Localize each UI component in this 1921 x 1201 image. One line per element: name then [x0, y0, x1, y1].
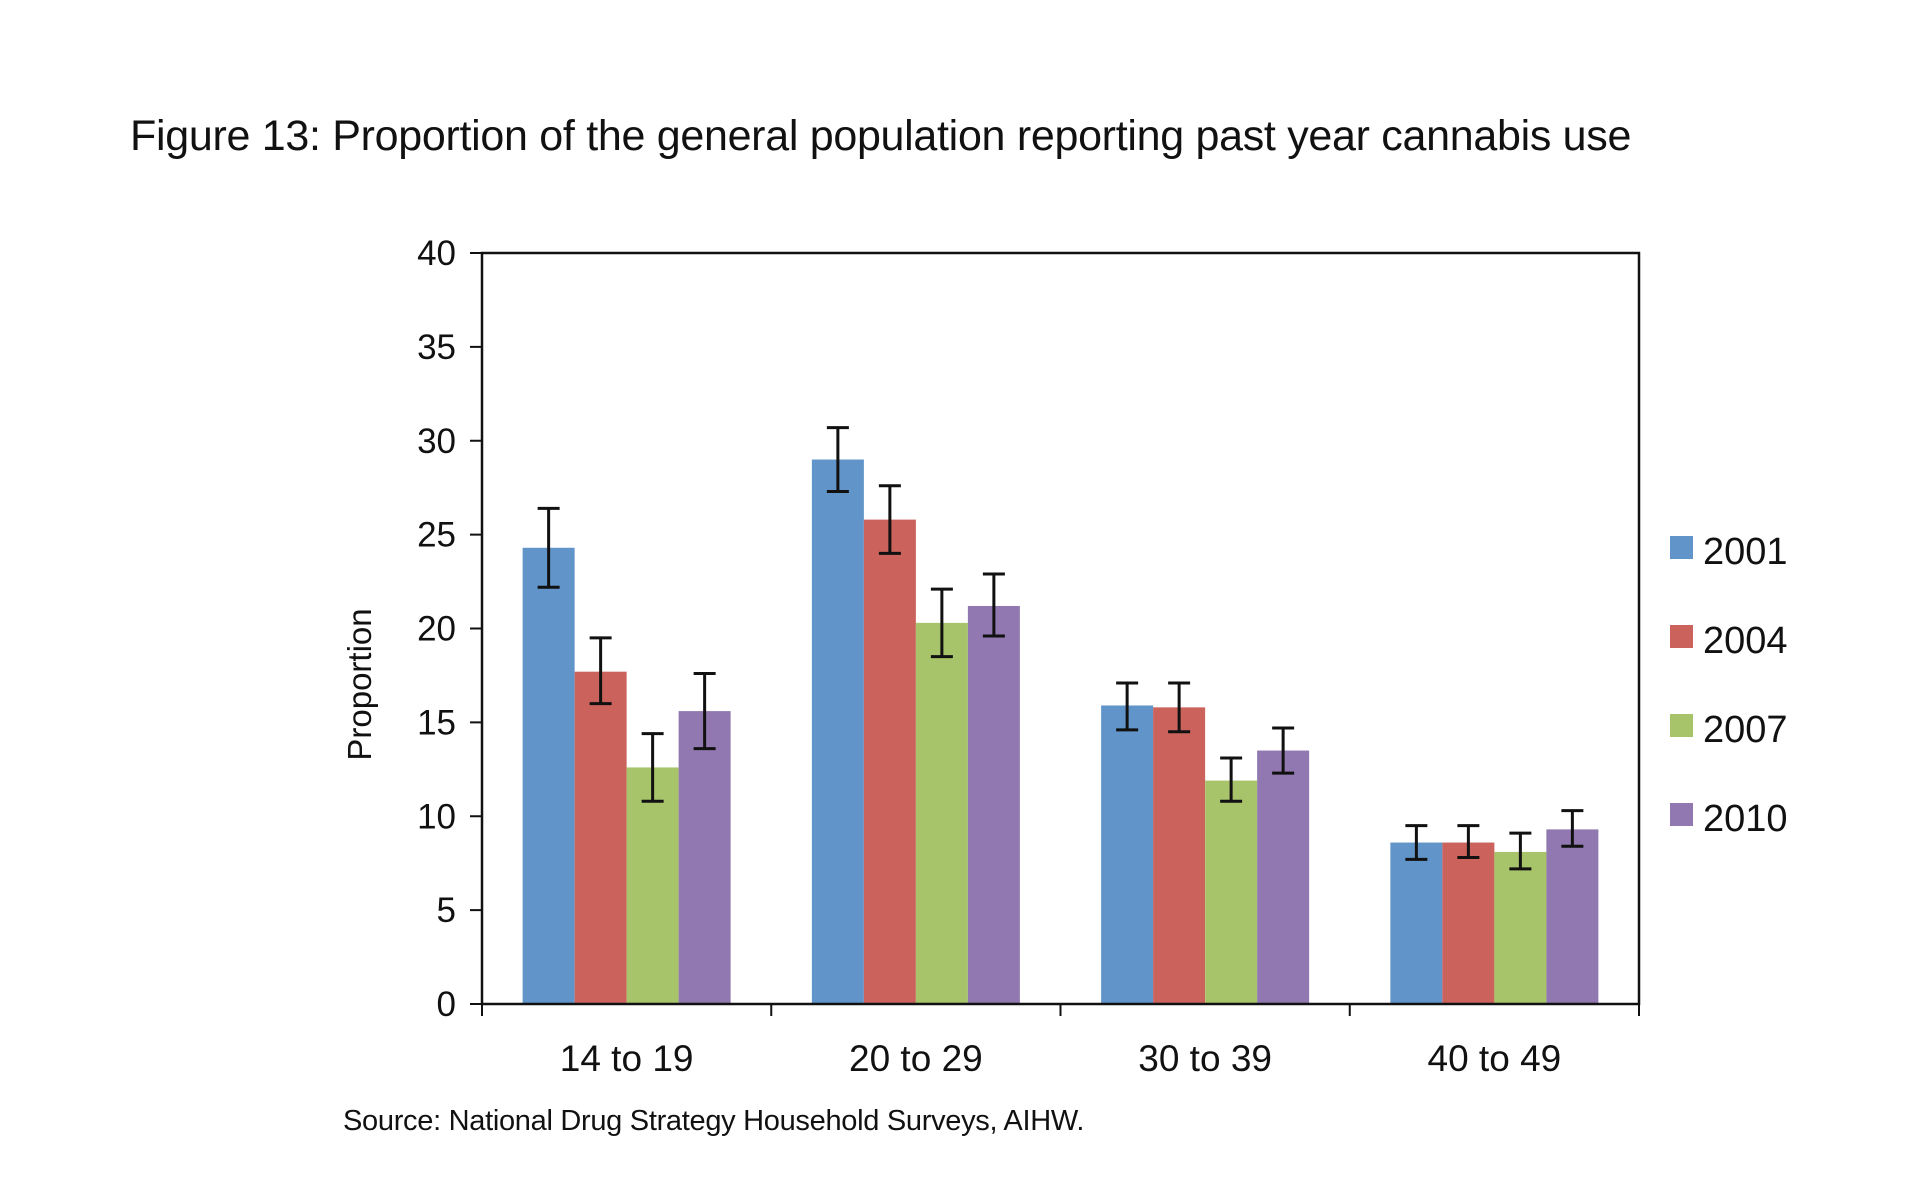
error-bars-layer: [537, 426, 1584, 871]
legend-swatch-2001: [1670, 536, 1693, 559]
x-category-label: 40 to 49: [1428, 1038, 1562, 1079]
bar-2007-4: [1494, 851, 1547, 1004]
bar-2001-4: [1390, 842, 1443, 1004]
legend-label-2004: 2004: [1703, 620, 1788, 662]
bar-2007-1: [626, 767, 679, 1004]
x-category-label: 14 to 19: [560, 1038, 694, 1079]
y-tick-label: 40: [417, 234, 456, 273]
y-tick-label: 15: [417, 703, 456, 742]
bar-2010-1: [678, 711, 731, 1004]
legend-label-2007: 2007: [1703, 709, 1788, 751]
axes-layer: 0 5 10 15 20 25 30 35 40 14 to 19 20 to 29 30 to 39…: [341, 234, 1641, 1079]
figure-title: Figure 13: Proportion of the general pop…: [130, 112, 1632, 160]
x-category-label: 20 to 29: [849, 1038, 983, 1079]
source-note: Source: National Drug Strategy Household…: [343, 1105, 1085, 1137]
bar-2007-2: [915, 622, 968, 1004]
bar-2001-2: [811, 459, 864, 1004]
bar-2004-2: [863, 519, 916, 1004]
legend-swatch-2010: [1670, 803, 1693, 826]
y-tick-label: 10: [417, 797, 456, 836]
bar-2001-1: [522, 547, 575, 1004]
y-tick-label: 5: [437, 891, 456, 930]
x-category-label: 30 to 39: [1138, 1038, 1272, 1079]
y-tick-label: 35: [417, 328, 456, 367]
bar-2010-4: [1546, 829, 1599, 1004]
legend-swatch-2007: [1670, 714, 1693, 737]
y-tick-label: 0: [437, 985, 456, 1024]
bar-2004-1: [574, 671, 627, 1004]
bars-layer: [522, 459, 1599, 1004]
y-tick-label: 30: [417, 422, 456, 461]
legend-label-2001: 2001: [1703, 531, 1788, 573]
bar-2004-4: [1442, 842, 1495, 1004]
bar-2010-3: [1257, 750, 1310, 1004]
bar-2010-2: [967, 605, 1020, 1004]
y-tick-label: 25: [417, 516, 456, 555]
legend: 2001 2004 2007 2010: [1670, 531, 1788, 840]
bar-2001-3: [1101, 705, 1154, 1004]
y-axis-label: Proportion: [341, 608, 378, 760]
legend-swatch-2004: [1670, 625, 1693, 648]
bar-2004-3: [1153, 707, 1206, 1004]
bar-2007-3: [1205, 780, 1258, 1004]
y-tick-label: 20: [417, 610, 456, 649]
legend-label-2010: 2010: [1703, 798, 1788, 840]
